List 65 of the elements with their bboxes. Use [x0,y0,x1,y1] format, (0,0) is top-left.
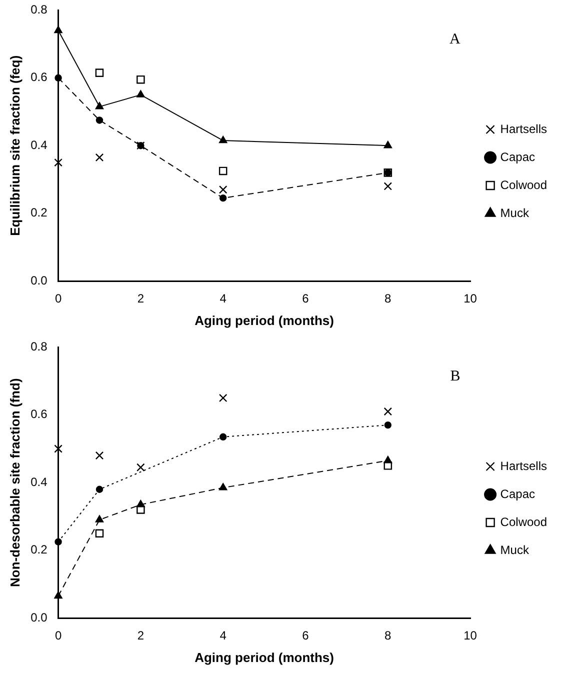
legend-label: Muck [500,206,530,220]
x-axis-title: Aging period (months) [194,312,334,328]
point [136,506,145,514]
x-tick-label: 10 [464,628,478,643]
point [96,116,104,124]
annotation: B [450,368,460,385]
y-tick-label: 0.4 [30,474,48,489]
legend-label: Muck [500,542,530,557]
point [136,75,145,84]
x-axis-title: Aging period (months) [194,650,334,665]
y-tick-label: 0.2 [30,542,48,557]
point [219,433,227,441]
x-tick-label: 0 [54,292,62,306]
point [219,136,228,144]
point [384,407,392,416]
point [95,68,104,77]
x-tick-label: 4 [220,292,227,306]
point [54,538,62,546]
y-tick-label: 0.0 [30,610,48,624]
point [136,90,145,98]
legend-label: Colwood [500,178,548,192]
x-tick-label: 2 [137,292,144,306]
y-tick-label: 0.4 [30,138,48,152]
point [219,194,227,202]
annotation: A [449,32,460,48]
x-tick-label: 2 [137,628,144,643]
point [95,451,104,460]
x-tick-label: 6 [302,292,310,306]
point [96,486,104,493]
legend-label: Colwood [500,514,548,529]
legend-label: Hartsells [500,458,547,473]
point [218,166,228,176]
y-tick-label: 0.6 [30,70,48,84]
legend-label: Capac [500,486,535,501]
point [219,483,228,490]
point [95,102,104,110]
point [95,153,104,162]
y-axis-title: Equilibrium site fraction (feq) [7,55,22,236]
x-tick-label: 4 [220,628,227,643]
point [95,529,104,538]
y-tick-label: 0.6 [30,407,48,422]
point [95,515,104,522]
y-axis-title: Non-desorbable site fraction (fnd) [7,378,22,587]
y-tick-label: 0.2 [30,206,48,220]
x-tick-label: 6 [302,628,310,643]
point [384,141,392,148]
point [384,182,392,190]
point [54,444,62,453]
legend-label: Capac [500,150,535,164]
x-tick-label: 0 [54,628,62,643]
point [384,462,392,470]
point [218,185,228,194]
point [54,26,62,34]
y-tick-label: 0.0 [30,273,48,288]
x-tick-label: 8 [384,628,392,643]
legend-label: Hartsells [500,122,547,136]
point [54,591,62,599]
point [54,74,62,82]
y-tick-label: 0.8 [30,2,48,17]
point [384,421,392,429]
x-tick-label: 10 [464,292,478,306]
point [136,463,145,472]
point [218,394,228,402]
x-tick-label: 8 [384,292,392,306]
y-tick-label: 0.8 [30,340,48,354]
